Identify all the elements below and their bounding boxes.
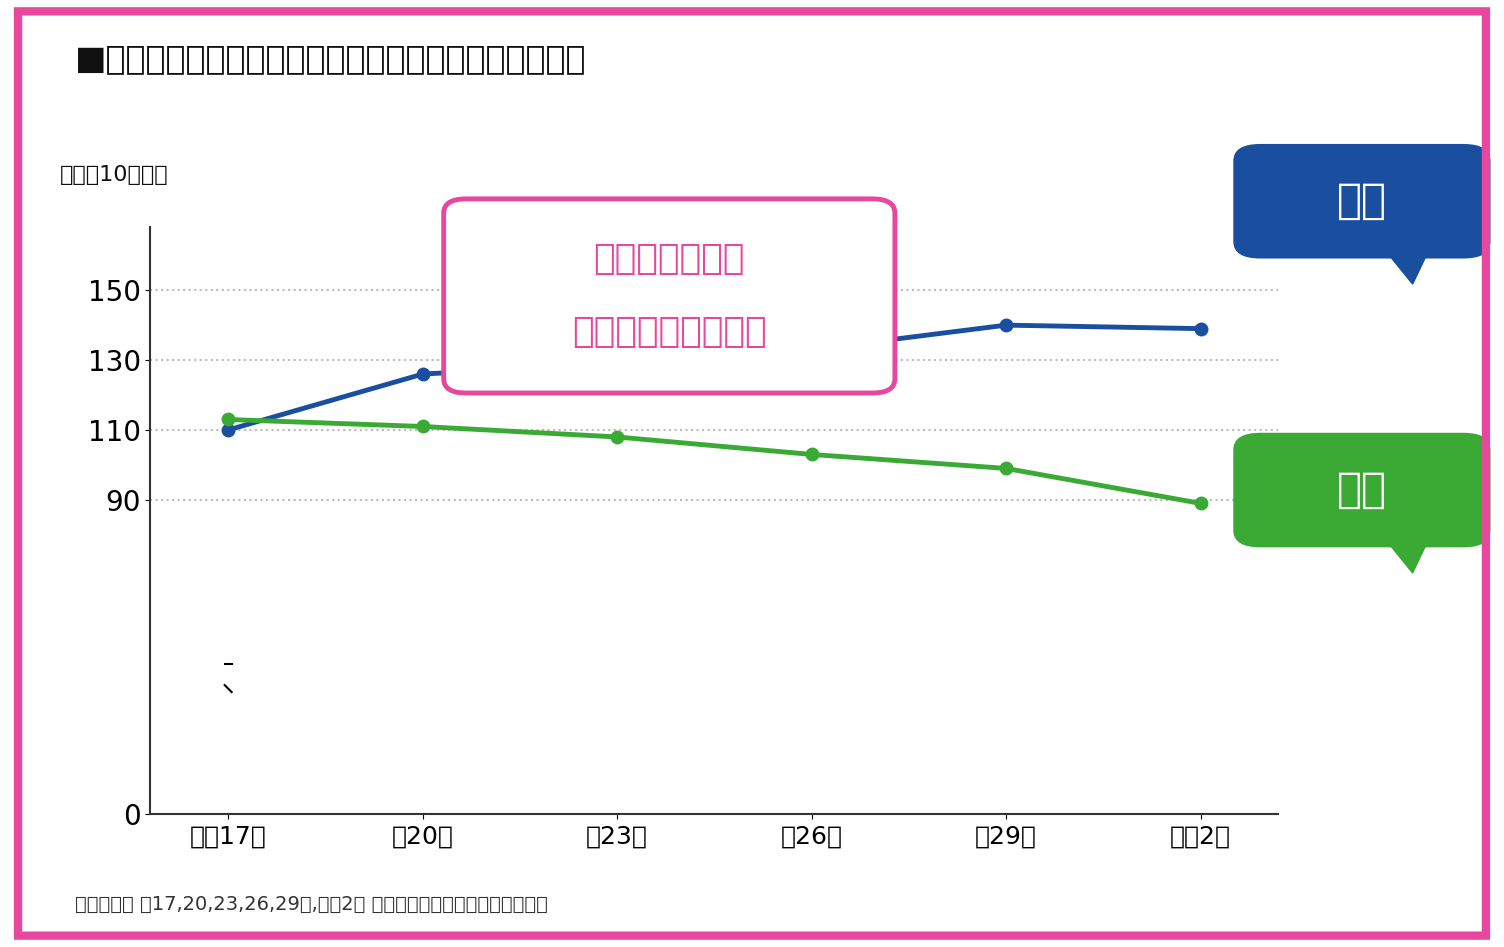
Text: ■がん（悪性新生物）の外来受療率・入院受療率の推移: ■がん（悪性新生物）の外来受療率・入院受療率の推移 bbox=[75, 43, 587, 76]
Text: 通院: 通院 bbox=[1337, 180, 1387, 223]
Text: 通院（外来）は: 通院（外来）は bbox=[594, 242, 744, 277]
Text: （人口10万対）: （人口10万対） bbox=[60, 165, 168, 185]
Text: 入院: 入院 bbox=[1337, 469, 1387, 511]
Text: 増加傾向にあります: 増加傾向にあります bbox=[572, 315, 767, 349]
Text: 厚生労働省 幰17,20,23,26,29年,令和2年 患者調査をもとにアフラック作成: 厚生労働省 幰17,20,23,26,29年,令和2年 患者調査をもとにアフラッ… bbox=[75, 895, 547, 914]
